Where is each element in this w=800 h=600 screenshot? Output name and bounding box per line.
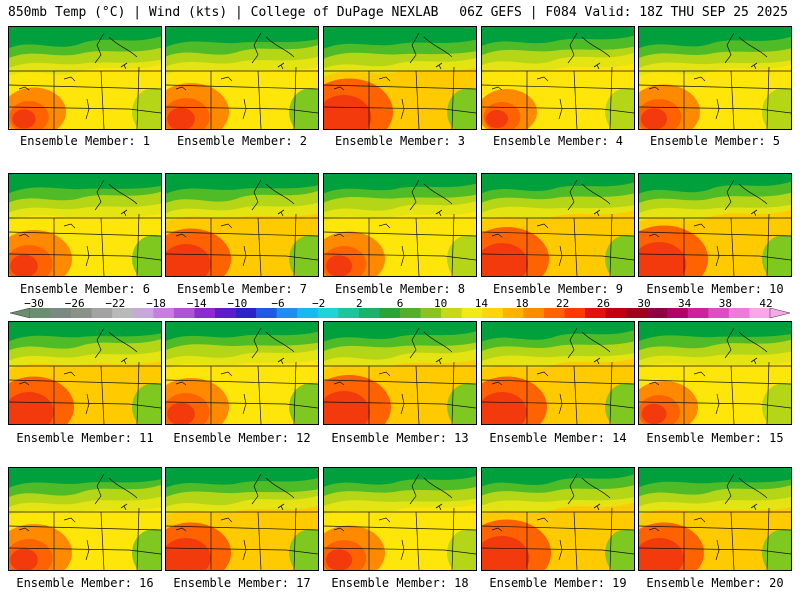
ensemble-member-label: Ensemble Member: 12 (173, 431, 311, 445)
ensemble-member-label: Ensemble Member: 11 (16, 431, 154, 445)
ensemble-member-label: Ensemble Member: 9 (492, 282, 624, 296)
ensemble-member-map (323, 26, 477, 130)
colorbar-segment (276, 308, 298, 318)
ensemble-member-map (638, 26, 792, 130)
ensemble-member-map (165, 173, 319, 277)
colorbar-segment (400, 308, 421, 318)
colorbar-segment (194, 308, 216, 318)
ensemble-member-label: Ensemble Member: 13 (331, 431, 469, 445)
colorbar-tick-label: 14 (474, 297, 488, 310)
colorbar-segment (256, 308, 277, 318)
ensemble-member-label: Ensemble Member: 6 (19, 282, 151, 296)
colorbar-segment (71, 308, 92, 318)
colorbar-tick-label: 30 (637, 297, 651, 310)
ensemble-member-map (8, 321, 162, 425)
ensemble-member-map (481, 173, 635, 277)
colorbar-segment (482, 308, 504, 318)
ensemble-member-label: Ensemble Member: 18 (331, 576, 469, 590)
ensemble-member-map (638, 467, 792, 571)
colorbar-tick-label: −10 (227, 297, 248, 310)
colorbar-tick-label: 22 (556, 297, 570, 310)
ensemble-member-label: Ensemble Member: 19 (489, 576, 627, 590)
ensemble-member-label: Ensemble Member: 3 (334, 134, 466, 148)
ensemble-member-label: Ensemble Member: 17 (173, 576, 311, 590)
colorbar-tick-label: 10 (434, 297, 448, 310)
colorbar-tick-label: 42 (759, 297, 773, 310)
ensemble-member-label: Ensemble Member: 2 (176, 134, 308, 148)
map-title: 850mb Temp (°C) | Wind (kts) | College o… (8, 5, 439, 20)
colorbar-segment (317, 308, 339, 318)
colorbar-segment (30, 308, 51, 318)
ensemble-member-map (165, 467, 319, 571)
colorbar-tick-label: −6 (271, 297, 285, 310)
colorbar-segment (50, 308, 72, 318)
colorbar-segment (173, 308, 195, 318)
ensemble-member-map (8, 467, 162, 571)
ensemble-member-map (323, 467, 477, 571)
colorbar-segment (112, 308, 134, 318)
colorbar-segment (646, 308, 668, 318)
ensemble-member-map (481, 321, 635, 425)
colorbar-segment (91, 308, 113, 318)
colorbar-segment (749, 308, 771, 318)
colorbar-segment (379, 308, 401, 318)
colorbar-tick-label: 2 (356, 297, 363, 310)
temperature-colorbar (10, 308, 790, 318)
ensemble-member-map (8, 173, 162, 277)
ensemble-member-map (638, 321, 792, 425)
ensemble-member-label: Ensemble Member: 8 (334, 282, 466, 296)
ensemble-member-label: Ensemble Member: 7 (176, 282, 308, 296)
colorbar-segment (667, 308, 689, 318)
colorbar-segment (461, 308, 483, 318)
ensemble-member-label: Ensemble Member: 1 (19, 134, 151, 148)
colorbar-segment (215, 308, 236, 318)
ensemble-member-map (8, 26, 162, 130)
ensemble-member-label: Ensemble Member: 16 (16, 576, 154, 590)
ensemble-member-label: Ensemble Member: 15 (646, 431, 784, 445)
colorbar-tick-label: 18 (515, 297, 529, 310)
colorbar-segment (358, 308, 380, 318)
colorbar-segment (626, 308, 647, 318)
colorbar-segment (502, 308, 524, 318)
ensemble-member-label: Ensemble Member: 10 (646, 282, 784, 296)
colorbar-segment (708, 308, 730, 318)
colorbar-segment (132, 308, 154, 318)
ensemble-member-map (165, 321, 319, 425)
colorbar-tick-label: −22 (105, 297, 126, 310)
colorbar-segment (420, 308, 442, 318)
ensemble-member-map (323, 321, 477, 425)
ensemble-member-label: Ensemble Member: 20 (646, 576, 784, 590)
colorbar-tick-label: −26 (64, 297, 85, 310)
colorbar-segment (153, 308, 175, 318)
ensemble-member-map (481, 467, 635, 571)
colorbar-tick-label: −2 (312, 297, 326, 310)
colorbar-tick-label: −14 (186, 297, 207, 310)
ensemble-member-label: Ensemble Member: 4 (492, 134, 624, 148)
colorbar-max-arrow (769, 308, 790, 318)
colorbar-segment (441, 308, 462, 318)
colorbar-segment (728, 308, 750, 318)
ensemble-member-label: Ensemble Member: 5 (649, 134, 781, 148)
colorbar-tick-label: 38 (718, 297, 732, 310)
colorbar-segment (297, 308, 319, 318)
ensemble-member-label: Ensemble Member: 14 (489, 431, 627, 445)
ensemble-member-map (638, 173, 792, 277)
model-run-info: 06Z GEFS | F084 Valid: 18Z THU SEP 25 20… (459, 5, 788, 20)
colorbar-segment (564, 308, 586, 318)
colorbar-tick-label: 6 (396, 297, 404, 310)
colorbar-segment (338, 308, 360, 318)
ensemble-member-map (165, 26, 319, 130)
colorbar-tick-label: 26 (596, 297, 610, 310)
colorbar-segment (543, 308, 565, 318)
colorbar-segment (687, 308, 709, 318)
colorbar-segment (235, 308, 257, 318)
colorbar-tick-label: −30 (24, 297, 44, 310)
ensemble-member-map (323, 173, 477, 277)
colorbar-tick-label: 34 (678, 297, 692, 310)
colorbar-segment (523, 308, 545, 318)
colorbar-tick-label: −18 (146, 297, 166, 310)
colorbar-segment (585, 308, 606, 318)
colorbar-segment (605, 308, 627, 318)
ensemble-member-map (481, 26, 635, 130)
